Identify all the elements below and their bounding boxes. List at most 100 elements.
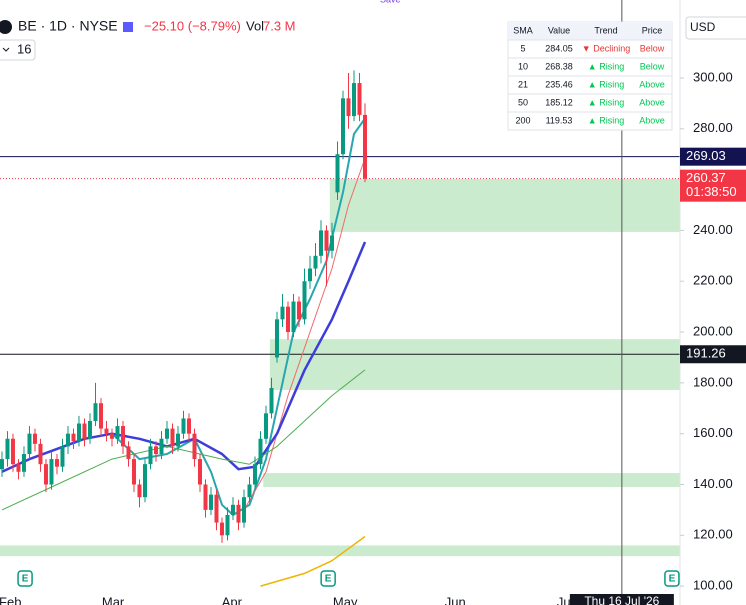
candle-body [208,494,213,510]
table-cell: 10 [518,61,528,71]
candle-body [170,428,175,447]
moving-average [260,535,366,587]
candle-body [120,426,125,447]
earnings-marker [664,570,680,587]
price-badge-label: 191.26 [686,346,726,361]
table-cell: 235.46 [545,79,573,89]
candle-body [318,230,323,256]
table-header: Trend [594,25,617,35]
table-cell: Above [639,97,665,107]
candle-body [346,98,351,117]
moving-average [1,241,367,473]
candle-body [252,464,257,485]
candle-body [241,497,246,523]
price-badge [680,169,746,202]
candle-body [164,428,169,439]
candle-body [247,484,252,498]
y-tick-label: 140.00 [693,476,733,491]
candle-body [76,423,81,442]
change: −25.10 (−8.79%) [144,18,241,33]
candle-body [82,423,87,439]
candle-body [296,301,301,320]
table-cell: 5 [520,43,525,53]
y-tick-label: 220.00 [693,273,733,288]
candle-body [159,438,164,454]
candle-body [203,484,208,510]
price-badge-label: 269.03 [686,148,726,163]
candle-body [32,433,37,444]
candle-body [214,494,219,523]
x-tick-label: Mar [102,594,125,605]
y-tick-label: 120.00 [693,527,733,542]
table-cell: 185.12 [545,97,573,107]
candle-body [324,230,329,251]
table-cell: Above [639,79,665,89]
support-zone [263,473,680,488]
vol-label: Vol [246,18,264,33]
candle-body [104,428,109,434]
plot [0,0,680,595]
support-zone [329,179,680,232]
candle-body [142,464,147,498]
candle-body [181,418,186,434]
y-tick-label: 240.00 [693,222,733,237]
x-tick-label: Feb [0,594,21,605]
candle-body [280,306,285,320]
table-cell: ▲ Rising [588,115,624,125]
chevron [2,47,10,52]
table-header: Value [548,25,570,35]
candle-body [269,387,274,414]
candle-body [219,522,224,536]
save[interactable]: Save [380,0,401,4]
earnings-marker [320,570,336,587]
flag [123,22,133,32]
earnings-label: E [22,574,29,585]
table-cell: Above [639,115,665,125]
currency: USD [690,20,716,34]
candle-body [357,83,362,115]
earnings-marker [17,570,33,587]
moving-average [243,158,366,511]
y-tick-label: 200.00 [693,323,733,338]
candle-body [71,433,76,442]
candle-body [65,433,70,447]
candle-body [263,413,268,439]
candle-body [126,446,131,460]
price-badge [680,147,746,166]
table-cell: 268.38 [545,61,573,71]
currency-box[interactable] [685,16,746,40]
candle-body [313,255,318,269]
candle-body [329,235,334,251]
table-cell: 50 [518,97,528,107]
y-tick-label: 180.00 [693,374,733,389]
table-cell: 119.53 [546,115,573,125]
candle-body [362,114,367,179]
table-cell: ▲ Rising [588,61,624,71]
candle-body [109,433,114,439]
countdown: 01:38:50 [686,184,737,199]
candle-body [258,438,263,465]
candle-body [27,433,32,454]
candle-body [16,464,21,472]
candle-body [340,98,345,155]
candle-body [236,504,241,523]
x-tick-label: Apr [222,594,243,605]
candle-body [98,403,103,429]
candle-body [230,504,235,515]
candle-body [131,459,136,485]
candle-body [186,418,191,434]
price-badge-label: 260.37 [686,170,726,185]
candle-body [197,459,202,485]
interval-box[interactable] [0,39,36,61]
candle-body [291,301,296,333]
crosshair-label-box [569,594,674,605]
candle-body [49,459,54,485]
moving-average [1,369,366,511]
y-tick-label: 300.00 [693,69,733,84]
table-cell: 284.05 [545,43,573,53]
table-cell: 21 [518,79,528,89]
y-tick-label: 160.00 [693,425,733,440]
table-cell: 200 [515,115,530,125]
